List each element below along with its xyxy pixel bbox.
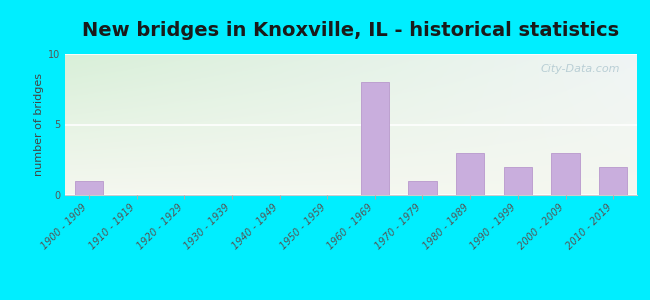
Bar bbox=[361, 82, 389, 195]
Bar bbox=[408, 181, 437, 195]
Y-axis label: number of bridges: number of bridges bbox=[34, 73, 44, 176]
Bar bbox=[456, 153, 484, 195]
Bar bbox=[75, 181, 103, 195]
Bar bbox=[599, 167, 627, 195]
Text: City-Data.com: City-Data.com bbox=[540, 64, 620, 74]
Text: New bridges in Knoxville, IL - historical statistics: New bridges in Knoxville, IL - historica… bbox=[83, 21, 619, 40]
Bar bbox=[504, 167, 532, 195]
Bar bbox=[551, 153, 580, 195]
